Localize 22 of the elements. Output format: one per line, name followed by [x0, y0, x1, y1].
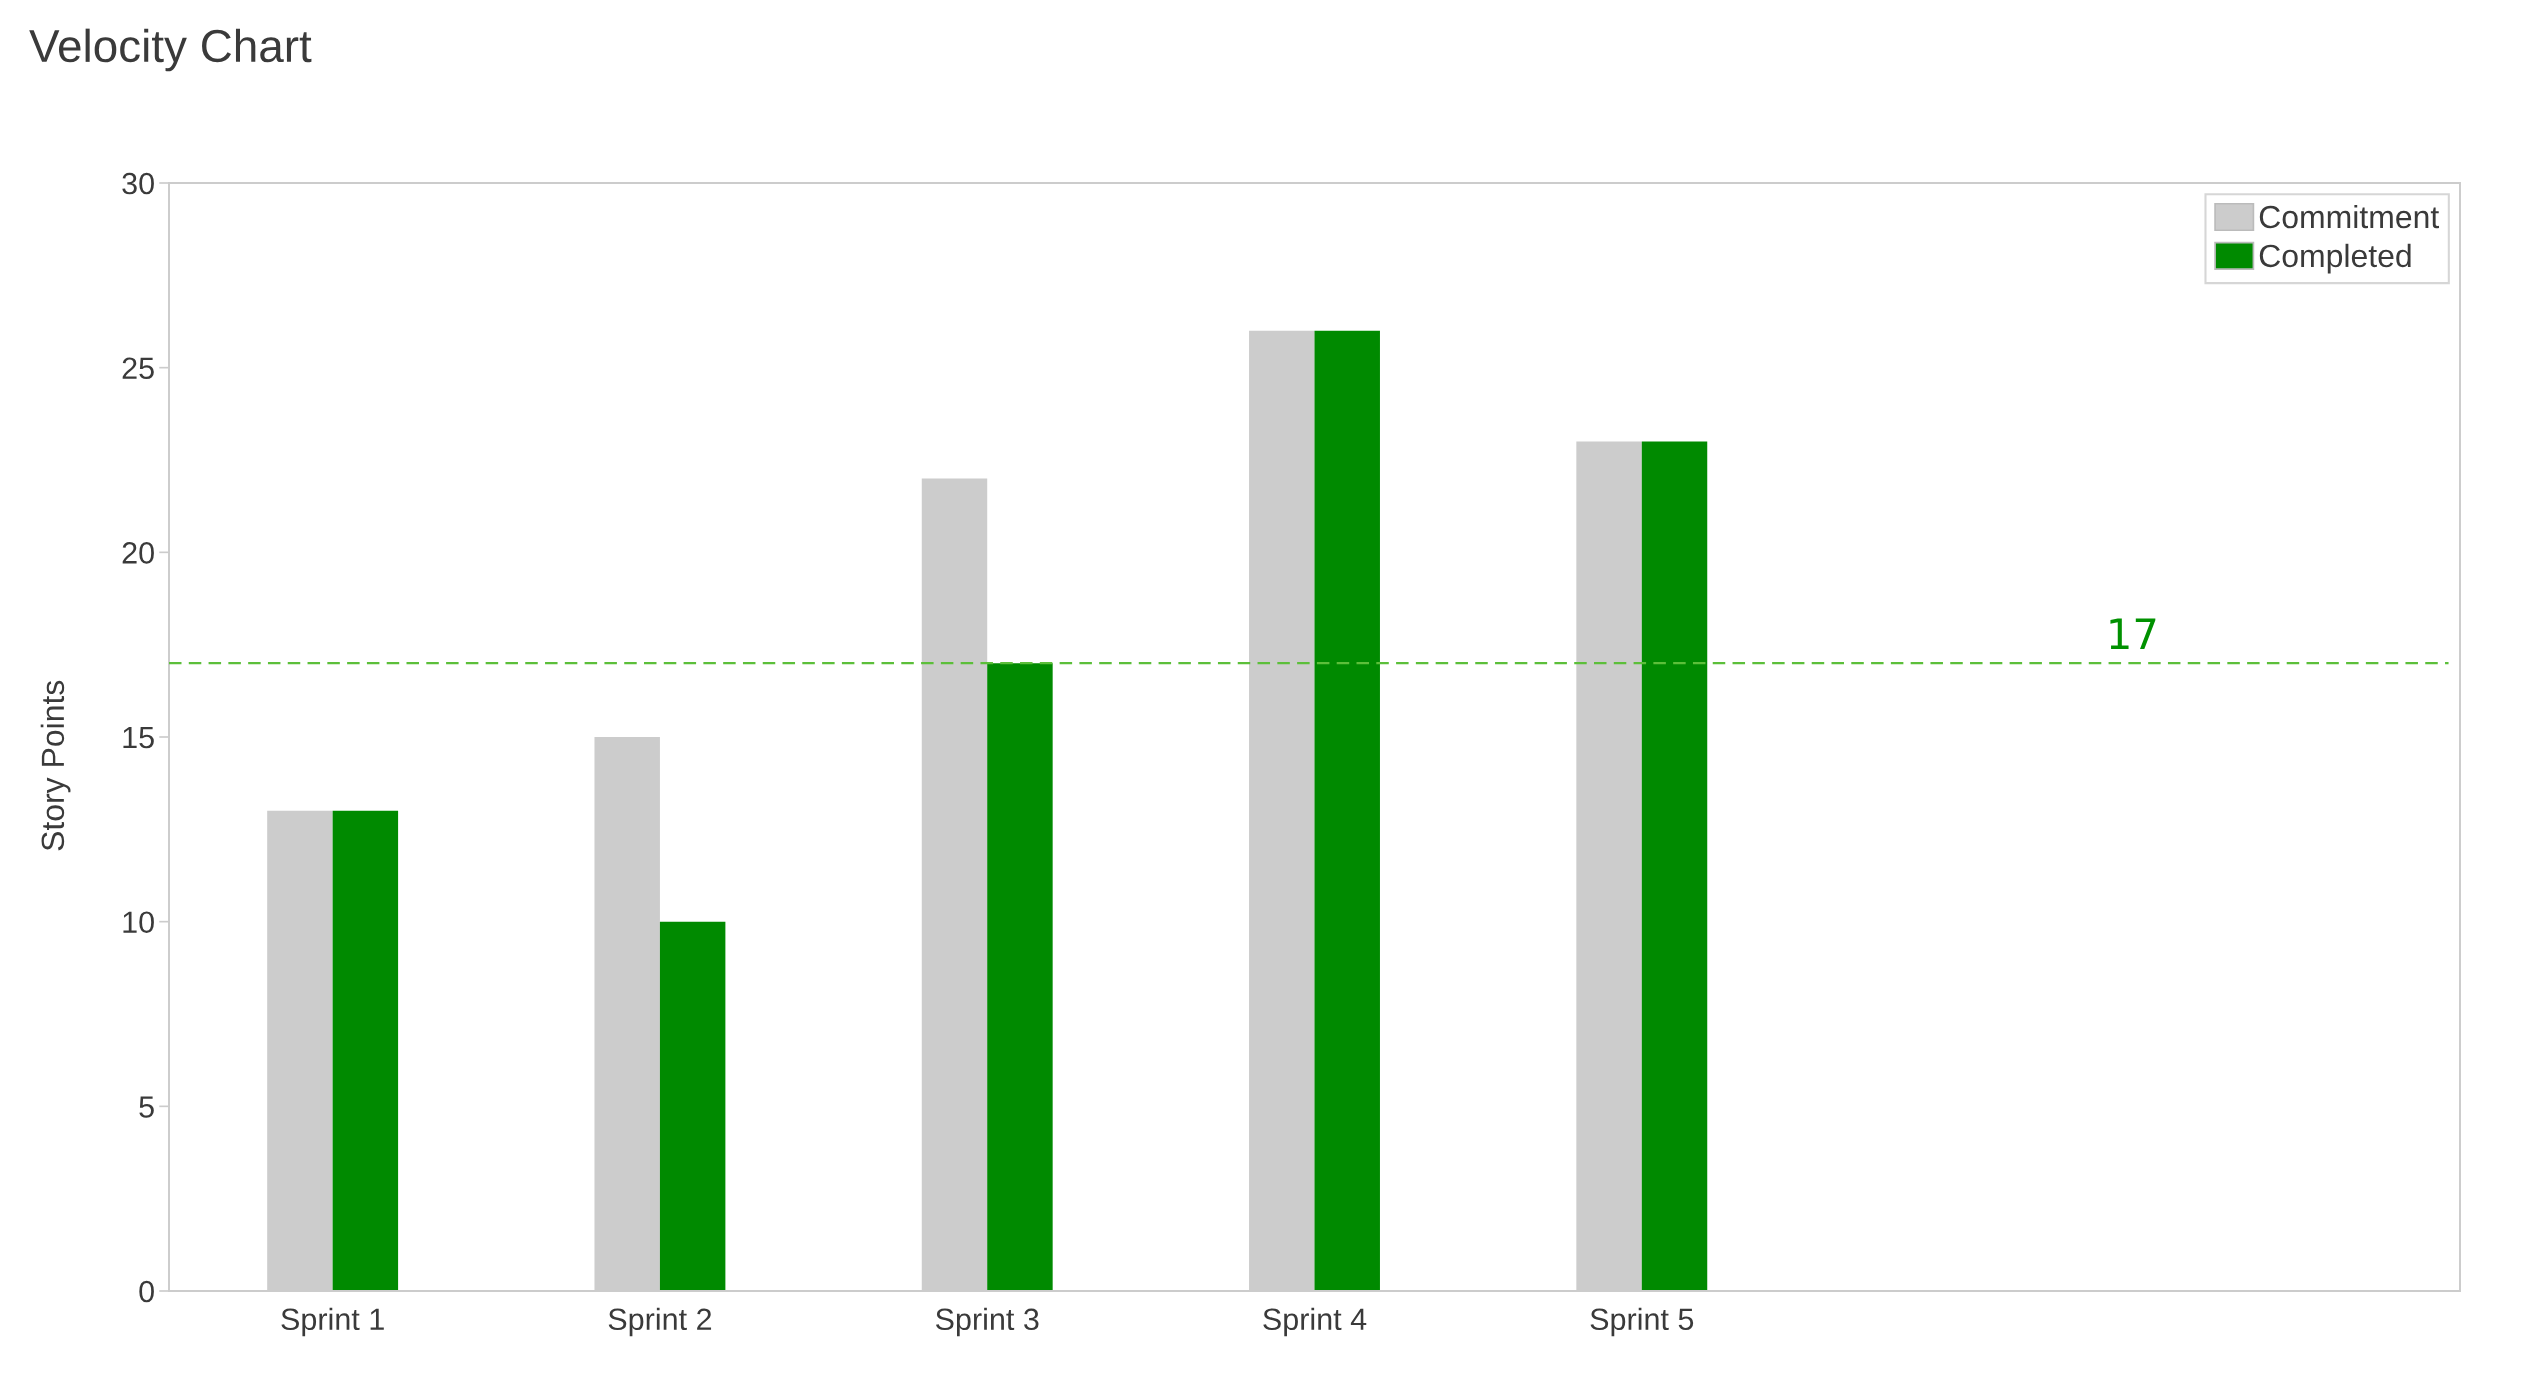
y-tick-label: 30 [122, 172, 154, 195]
legend-label: Commitment [2259, 204, 2440, 229]
ref-line-label: 17 [2110, 618, 2156, 649]
y-tick-label: 15 [123, 727, 154, 749]
y-tick-label: 5 [139, 1096, 154, 1118]
bar [987, 663, 1053, 1291]
bar [332, 810, 399, 1291]
x-tick-label: Sprint 3 [935, 1307, 1039, 1337]
x-tick-label: Sprint 1 [281, 1307, 384, 1337]
y-tick-label: 20 [122, 542, 154, 564]
x-tick-label: Sprint 2 [608, 1307, 712, 1337]
bar [1314, 330, 1380, 1291]
legend-label: Completed [2259, 243, 2411, 274]
y-tick-label: 0 [139, 1280, 154, 1303]
y-axis-title: Story Points [40, 680, 71, 851]
y-tick-label: 10 [123, 911, 154, 934]
chart-title: Velocity Chart [29, 28, 312, 72]
x-tick-label: Sprint 5 [1590, 1307, 1694, 1337]
y-tick-label: 25 [122, 357, 154, 380]
bar [1641, 441, 1708, 1291]
bar [659, 921, 726, 1291]
x-tick-label: Sprint 4 [1263, 1307, 1367, 1337]
